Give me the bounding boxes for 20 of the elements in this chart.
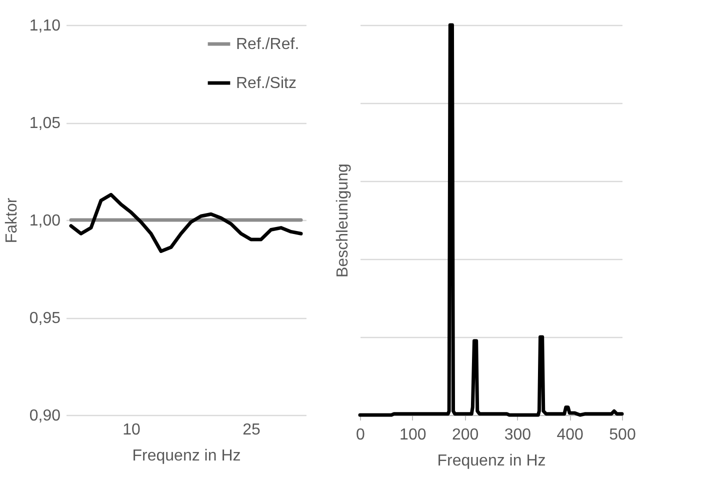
y-axis-title: Faktor [3,197,20,244]
y-tick-label: 0,95 [29,310,61,327]
x-tick-label: 200 [452,426,479,444]
x-axis-title: Frequenz in Hz [132,448,241,464]
x-tick-label: 500 [609,426,636,444]
y-axis-title: Beschleunigung [334,164,352,278]
legend-label: Ref./Sitz [236,75,296,92]
y-tick-label: 1,00 [29,212,61,230]
y-tick-label: 0,90 [29,408,61,424]
x-tick-label: 300 [504,426,532,444]
x-tick-label: 10 [122,422,140,438]
x-tick-label: 100 [400,426,426,444]
x-tick-label: 25 [242,422,260,438]
line-series [69,192,303,253]
x-tick-label: 400 [556,426,584,444]
x-tick-label: 0 [356,426,366,444]
legend-label: Ref./Ref. [236,36,300,53]
y-tick-label: 1,05 [29,115,61,132]
y-tick-label: 1,10 [29,18,61,34]
x-axis-title: Frequenz in Hz [437,452,546,470]
